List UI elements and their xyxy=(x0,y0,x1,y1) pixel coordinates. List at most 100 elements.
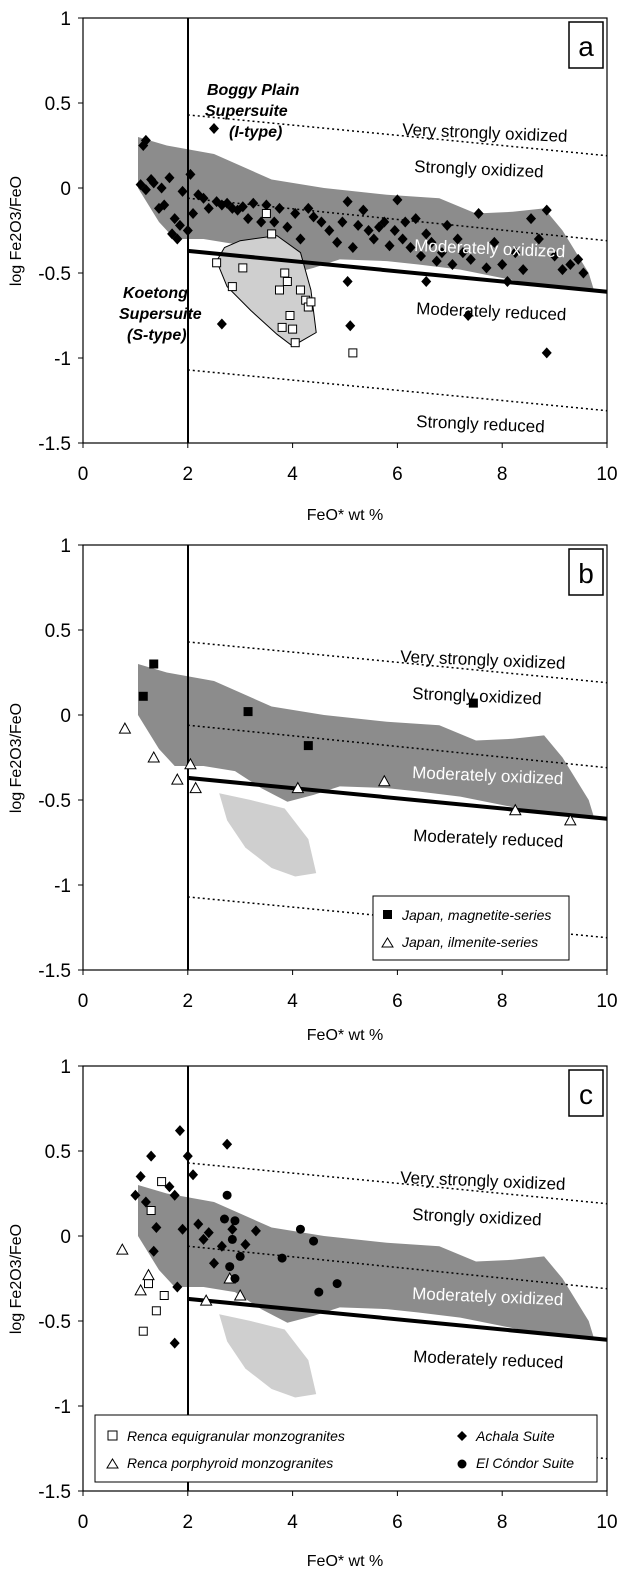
data-point xyxy=(316,216,327,228)
panel-letter-box xyxy=(568,21,604,69)
x-tick-label: 4 xyxy=(287,464,298,485)
x-tick-label: 6 xyxy=(392,991,403,1012)
data-point xyxy=(222,1138,233,1150)
legend-label-el-condor: El Cóndor Suite xyxy=(476,1455,574,1471)
data-point xyxy=(463,310,474,321)
y-axis-label: log Fe2O3/FeO xyxy=(8,1224,25,1334)
y-tick-label: -1.5 xyxy=(38,434,71,455)
data-point xyxy=(280,268,290,278)
data-point xyxy=(134,1283,147,1296)
label-strongly-reduced: Strongly reduced xyxy=(416,412,545,436)
axis-ticks: 0 2 4 6 8 10 1 0.5 0 -0.5 -1 -1.5 xyxy=(38,1057,617,1533)
data-point xyxy=(481,262,492,274)
data-point xyxy=(502,276,513,287)
panel-letter-box xyxy=(568,1069,604,1117)
data-point xyxy=(400,216,411,228)
y-tick-label: -1.5 xyxy=(38,1482,71,1503)
axis-ticks: 0 2 4 6 8 10 1 0.5 0 -0.5 -1 -1.5 xyxy=(38,536,617,1012)
data-point xyxy=(237,201,248,213)
data-point xyxy=(188,1169,199,1181)
data-point xyxy=(288,324,298,334)
data-point xyxy=(468,698,478,708)
data-point xyxy=(261,199,272,211)
label-boggy-type: (I-type) xyxy=(229,124,282,141)
data-point xyxy=(295,285,305,295)
data-point xyxy=(447,259,458,270)
x-tick-label: 10 xyxy=(596,464,617,485)
data-point xyxy=(140,184,151,196)
data-point xyxy=(177,185,188,197)
data-point xyxy=(306,297,316,307)
y-tick-label: -1 xyxy=(54,349,71,370)
data-point xyxy=(142,1268,155,1281)
data-point xyxy=(578,267,589,279)
legend-marker-renca-porphyroid xyxy=(106,1458,119,1469)
data-point xyxy=(353,219,364,231)
data-point xyxy=(144,1279,153,1289)
legend-label-renca-equigranular: Renca equigranular monzogranites xyxy=(127,1428,345,1444)
i-type-field-area xyxy=(138,1185,594,1338)
data-point xyxy=(177,1223,188,1235)
legend-marker-achala xyxy=(457,1431,467,1441)
data-point xyxy=(308,211,319,223)
data-point xyxy=(222,1190,232,1200)
data-point xyxy=(324,225,335,236)
data-point xyxy=(285,311,295,320)
data-point xyxy=(421,228,432,240)
data-point xyxy=(238,263,248,273)
data-point xyxy=(243,707,253,717)
data-point xyxy=(135,1171,146,1182)
data-point xyxy=(379,216,390,228)
data-point xyxy=(151,1306,161,1316)
x-tick-label: 10 xyxy=(596,991,617,1012)
plot-frame xyxy=(82,17,608,444)
legend-box xyxy=(94,1414,598,1483)
x-tick-label: 6 xyxy=(392,1512,403,1533)
redox-boundary-line xyxy=(187,1245,608,1290)
x-tick-label: 8 xyxy=(497,464,508,485)
data-point xyxy=(415,250,426,262)
data-point xyxy=(235,1251,245,1261)
label-boggy-plain: Boggy Plain xyxy=(207,82,300,99)
x-tick-label: 8 xyxy=(497,991,508,1012)
i-type-field xyxy=(138,1185,594,1338)
data-point xyxy=(170,773,184,785)
y-tick-label: -1 xyxy=(54,1397,71,1418)
data-point xyxy=(227,1223,238,1235)
y-tick-label: 0 xyxy=(60,1227,71,1248)
y-tick-label: 0 xyxy=(60,706,71,727)
data-point xyxy=(182,1150,193,1162)
data-point xyxy=(267,229,277,239)
panel-letter: c xyxy=(579,1079,593,1110)
label-very-strongly-oxidized: Very strongly oxidized xyxy=(400,1168,566,1194)
x-axis-label: FeO* wt % xyxy=(307,1027,383,1044)
x-tick-label: 2 xyxy=(183,991,194,1012)
data-markers xyxy=(115,1125,342,1349)
data-point xyxy=(164,172,175,184)
data-point xyxy=(209,123,219,134)
data-point xyxy=(332,236,343,248)
data-point xyxy=(188,208,199,219)
data-point xyxy=(118,722,132,734)
data-point xyxy=(219,1214,229,1224)
x-axis-label: FeO* wt % xyxy=(307,507,383,524)
data-point xyxy=(212,258,222,268)
x-tick-label: 0 xyxy=(78,464,89,485)
data-point xyxy=(138,691,148,701)
y-tick-label: 0.5 xyxy=(45,621,71,642)
i-type-field xyxy=(138,664,594,817)
x-tick-label: 4 xyxy=(287,991,298,1012)
data-point xyxy=(243,213,254,225)
data-point xyxy=(309,1236,319,1246)
data-point xyxy=(172,1281,183,1293)
data-point xyxy=(147,750,161,763)
data-point xyxy=(256,216,267,228)
data-point xyxy=(277,1253,287,1263)
data-point xyxy=(148,1245,159,1257)
data-point xyxy=(146,1206,156,1215)
data-point xyxy=(342,196,353,208)
panel-b: Japan, magnetite-series Japan, ilmenite-… xyxy=(8,536,618,1044)
data-point xyxy=(342,276,353,287)
data-point xyxy=(397,233,408,245)
data-point xyxy=(436,247,447,259)
